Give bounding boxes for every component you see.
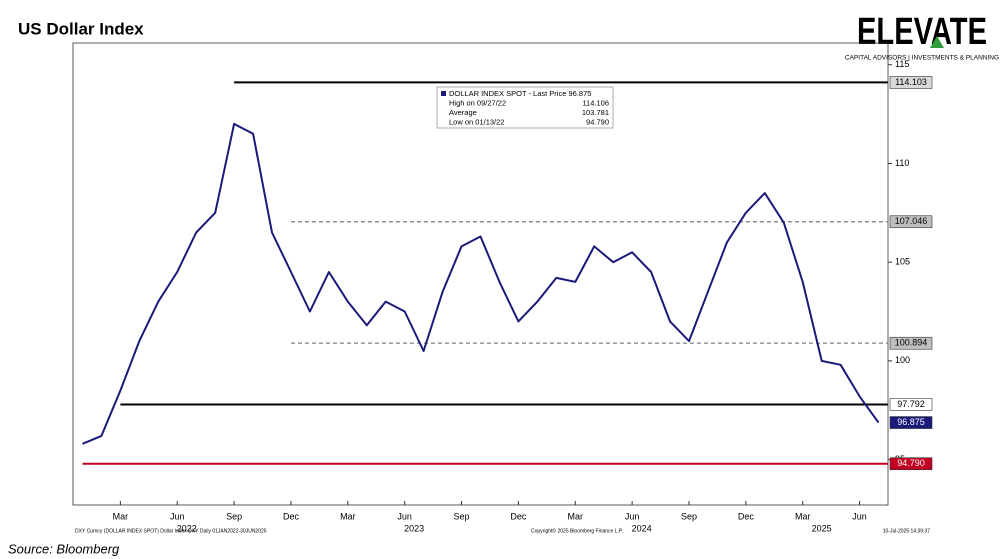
legend-label: Average xyxy=(449,108,477,117)
footer-right: 10-Jul-2025 14:39:37 xyxy=(883,528,930,534)
y-tick-label: 100 xyxy=(895,355,910,365)
value-box-label: 100.894 xyxy=(895,338,928,348)
chart-title: US Dollar Index xyxy=(18,19,144,38)
year-label: 2022 xyxy=(177,523,197,533)
value-box-label: 114.103 xyxy=(895,77,927,87)
legend-label: DOLLAR INDEX SPOT - Last Price 96.875 xyxy=(449,89,591,98)
value-box xyxy=(889,76,933,89)
year-label: 2025 xyxy=(812,523,832,533)
x-tick-label: Dec xyxy=(510,511,527,521)
footer-left: DXY Curncy (DOLLAR INDEX SPOT) Dollar In… xyxy=(75,528,267,534)
x-tick-label: Mar xyxy=(340,511,356,521)
logo-tagline: CAPITAL ADVISORS | INVESTMENTS & PLANNIN… xyxy=(845,55,999,62)
x-tick-label: Jun xyxy=(397,511,412,521)
x-tick-label: Jun xyxy=(852,511,867,521)
year-label: 2023 xyxy=(404,523,424,533)
series-line xyxy=(82,122,880,445)
legend-label: Low on 01/13/22 xyxy=(449,117,504,126)
logo-arrow xyxy=(930,36,944,48)
legend-value: 94.790 xyxy=(586,117,609,126)
value-box xyxy=(889,336,933,350)
x-tick-label: Mar xyxy=(113,511,129,521)
footer-center: Copyright© 2025 Bloomberg Finance L.P. xyxy=(531,527,623,534)
x-tick-label: Mar xyxy=(795,511,811,521)
value-box xyxy=(889,215,933,229)
source: Source: Bloomberg xyxy=(8,541,120,556)
logo: ELEVATE xyxy=(857,11,987,53)
value-box-label: 94.790 xyxy=(897,458,925,468)
plot-frame xyxy=(72,42,889,506)
value-box xyxy=(889,416,933,429)
x-tick-label: Dec xyxy=(738,511,755,521)
value-box-label: 107.046 xyxy=(895,216,928,226)
value-box xyxy=(889,457,933,471)
y-tick-label: 105 xyxy=(895,257,910,267)
legend-box xyxy=(436,86,614,129)
x-tick-label: Jun xyxy=(625,511,640,521)
y-tick-label: 110 xyxy=(895,158,909,168)
x-tick-label: Mar xyxy=(568,511,584,521)
x-tick-label: Sep xyxy=(454,511,470,521)
legend-value: 103.781 xyxy=(582,108,609,117)
y-tick-label: 115 xyxy=(895,59,909,69)
value-box-label: 96.875 xyxy=(897,417,925,427)
value-box-label: 97.792 xyxy=(897,399,925,409)
x-tick-label: Sep xyxy=(226,511,242,521)
x-tick-label: Jun xyxy=(170,511,185,521)
x-tick-label: Sep xyxy=(681,511,697,521)
year-label: 2024 xyxy=(632,523,652,533)
x-tick-label: Dec xyxy=(283,511,300,521)
legend-value: 114.106 xyxy=(582,98,609,107)
value-box xyxy=(889,398,933,411)
legend-swatch xyxy=(441,91,446,96)
legend-label: High on 09/27/22 xyxy=(449,98,506,107)
